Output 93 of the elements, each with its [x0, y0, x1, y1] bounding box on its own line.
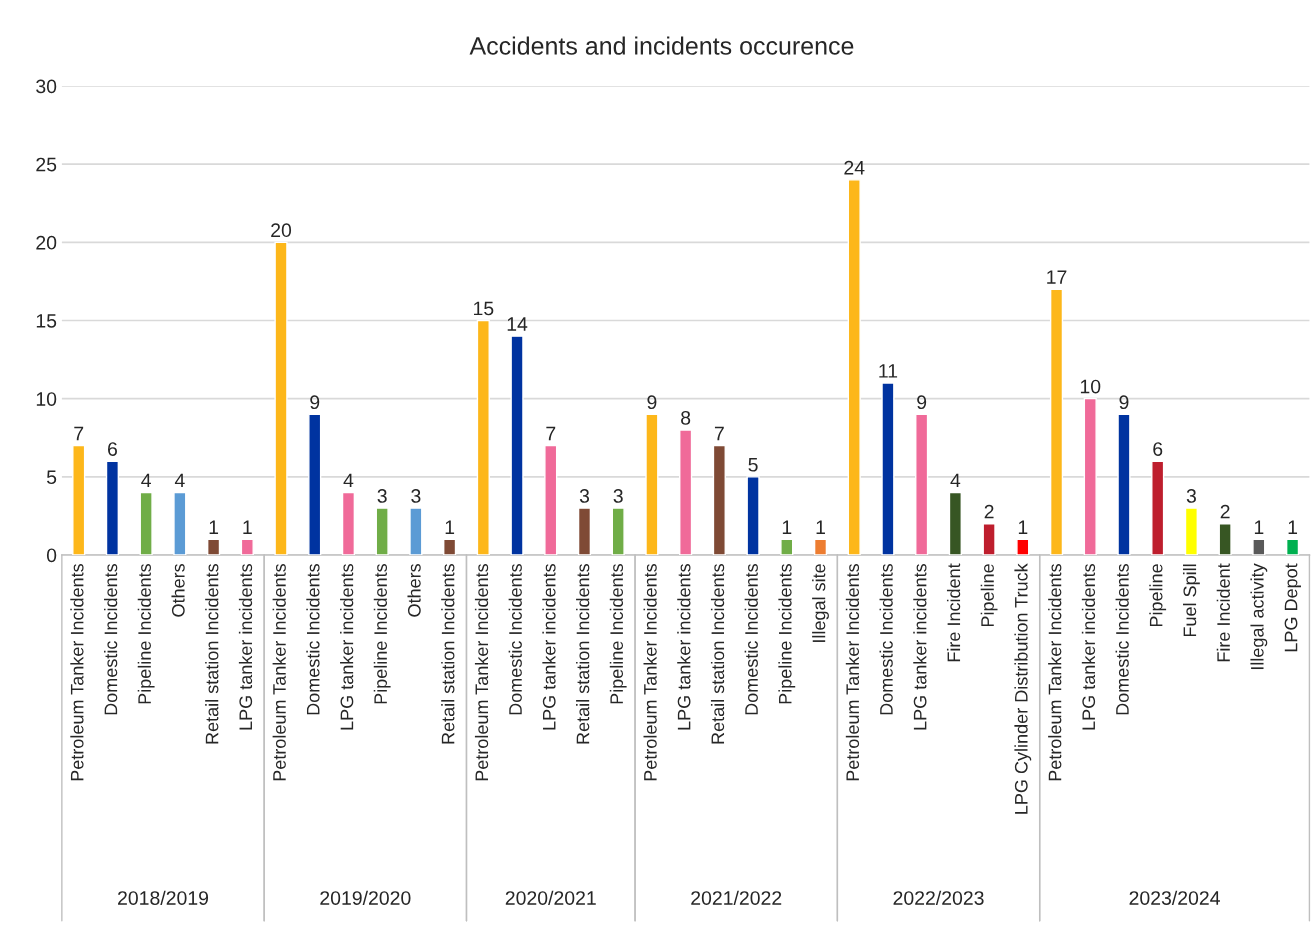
text: 2023/2024 [1129, 890, 1220, 905]
data-label: 4 [343, 473, 354, 488]
x-tick-label: Petroleum Tanker Incidents [474, 563, 489, 781]
x-tick-label: Illegal site [812, 564, 829, 642]
data-label: 1 [1254, 520, 1264, 534]
data-label: 3 [613, 489, 623, 503]
data-label: 2 [984, 504, 994, 519]
x-tick-label: Domestic Incidents [744, 563, 758, 715]
y-tick-label: 10 [36, 392, 57, 406]
data-label: 7 [74, 426, 84, 441]
x-tick-label: Petroleum Tanker Incidents [272, 563, 286, 781]
data-label: 7 [546, 426, 556, 441]
data-label: 9 [917, 395, 927, 410]
data-label: 1 [209, 520, 219, 534]
data-label: 3 [1186, 489, 1196, 503]
text: 2021/2022 [691, 890, 782, 905]
x-tick-label: Petroleum Tanker Incidents [70, 563, 84, 781]
data-label: 17 [1047, 270, 1067, 284]
x-tick-label: Domestic Incidents [879, 563, 893, 715]
data-label: 9 [647, 395, 657, 410]
data-label: 9 [1119, 395, 1129, 410]
data-label: 3 [579, 489, 590, 503]
x-tick-label: LPG tanker incidents [913, 563, 927, 730]
x-tick-label: Illegal activity [1250, 563, 1268, 670]
data-label: 6 [108, 442, 117, 456]
x-tick-label: Pipeline Incidents [373, 563, 391, 704]
data-label: 4 [174, 473, 185, 488]
text: 2022/2023 [893, 890, 984, 905]
bar [813, 538, 828, 555]
data-label: 9 [310, 395, 320, 410]
x-tick-label: Pipeline Incidents [609, 563, 627, 704]
data-label: 1 [1018, 520, 1028, 534]
x-tick-label: Domestic Incidents [306, 563, 320, 715]
x-tick-label: LPG Depot [1284, 563, 1301, 652]
data-label: 5 [748, 458, 758, 472]
x-tick-label: Petroleum Tanker Incidents [845, 563, 860, 781]
data-label: 15 [474, 301, 494, 316]
data-label: 14 [507, 317, 528, 331]
data-label: 10 [1080, 379, 1101, 394]
y-tick-label: 0 [46, 548, 57, 563]
data-label: 6 [1153, 442, 1163, 456]
text: 2018/2019 [118, 890, 209, 905]
data-label: 24 [844, 160, 865, 175]
data-label: 1 [782, 520, 792, 534]
x-tick-label: Pipeline [1149, 564, 1167, 627]
bar [1016, 538, 1030, 555]
x-tick-label: LPG tanker incidents [238, 563, 253, 730]
x-tick-label: Fire Incident [946, 563, 961, 662]
x-tick-label: LPG Cylinder Distribution Truck [1014, 563, 1032, 814]
x-tick-label: LPG tanker incidents [1081, 563, 1096, 730]
x-tick-label: Retail station Incidents [576, 563, 590, 744]
x-tick-label: Pipeline Incidents [137, 563, 155, 704]
x-tick-label: Retail station Incidents [205, 563, 219, 744]
data-label: 1 [445, 520, 455, 534]
text: 2019/2020 [320, 890, 411, 905]
data-label: 3 [411, 489, 421, 503]
y-tick-label: 20 [36, 235, 57, 250]
x-tick-label: Domestic Incidents [1115, 563, 1129, 715]
x-tick-label: Retail station Incidents [710, 563, 725, 744]
y-tick-label: 5 [46, 470, 57, 485]
x-tick-label: LPG tanker incidents [677, 563, 691, 730]
data-label: 4 [141, 473, 151, 488]
data-label: 4 [950, 473, 961, 488]
chart-title: Accidents and incidents occurence [469, 36, 854, 55]
x-tick-label: Fire Incident [1216, 563, 1230, 662]
bar [1184, 507, 1199, 555]
data-label: 1 [816, 520, 825, 534]
x-tick-label: Pipeline Incidents [778, 563, 796, 704]
x-tick-label: LPG tanker incidents [542, 563, 556, 730]
y-tick-label: 25 [36, 157, 57, 172]
x-tick-label: Retail station Incidents [441, 563, 455, 744]
x-tick-label: Petroleum Tanker Incidents [643, 563, 657, 781]
x-tick-label: Pipeline [980, 564, 998, 627]
data-label: 7 [714, 426, 724, 441]
data-label: 8 [681, 410, 691, 425]
x-tick-label: Others [171, 563, 185, 617]
x-tick-label: Petroleum Tanker Incidents [1048, 563, 1062, 781]
data-label: 3 [377, 489, 387, 503]
y-tick-label: 30 [36, 79, 57, 94]
data-label: 1 [1288, 520, 1298, 534]
x-tick-label: Domestic Incidents [104, 563, 118, 715]
y-tick-label: 15 [36, 314, 57, 328]
bar [1285, 538, 1300, 555]
data-label: 1 [243, 520, 252, 534]
x-tick-label: Others [407, 563, 421, 617]
data-label: 11 [879, 364, 898, 378]
bar [1252, 538, 1266, 555]
x-tick-label: Domestic Incidents [508, 563, 522, 715]
data-label: 2 [1220, 504, 1230, 519]
x-tick-label: Fuel Spill [1182, 564, 1200, 637]
text: 2020/2021 [505, 890, 596, 905]
data-label: 20 [271, 223, 292, 238]
x-tick-label: LPG tanker incidents [340, 563, 354, 730]
